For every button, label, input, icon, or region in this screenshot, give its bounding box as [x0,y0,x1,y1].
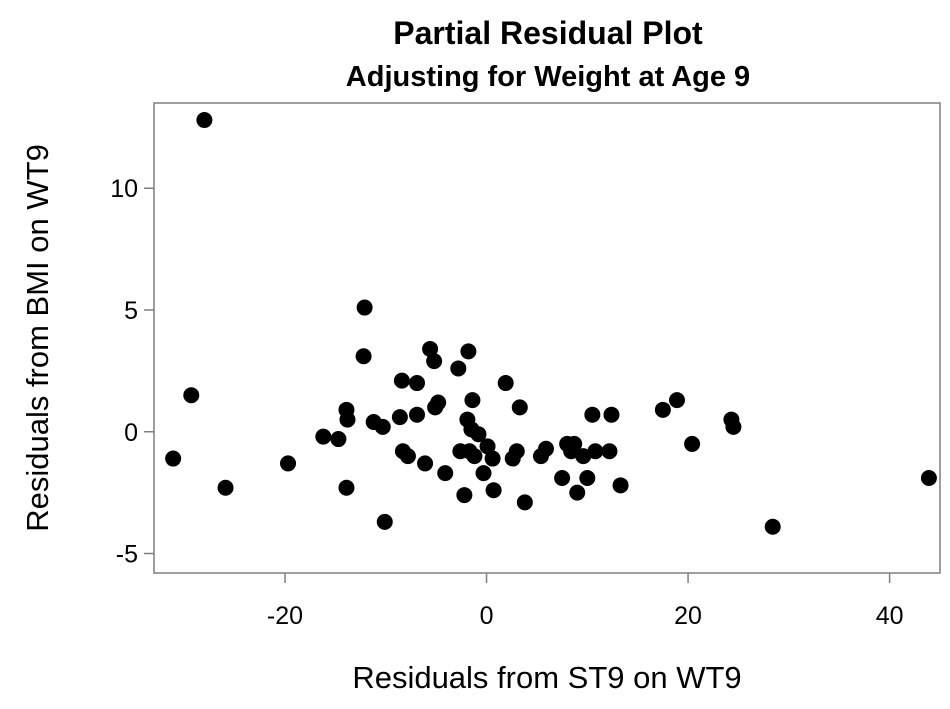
x-tick-label: 40 [876,602,904,630]
scatter-point [612,477,629,494]
y-axis-label: Residuals from BMI on WT9 [20,144,55,532]
scatter-point [399,448,416,465]
chart-subtitle: Adjusting for Weight at Age 9 [346,61,750,93]
scatter-point [437,465,454,482]
scatter-point [450,360,467,377]
scatter-point [508,443,525,460]
x-axis-ticks: -20 0 20 40 [267,573,904,630]
scatter-point [417,455,434,472]
y-tick-label: 0 [124,419,138,447]
x-axis-label: Residuals from ST9 on WT9 [352,660,741,695]
scatter-point [497,375,514,392]
scatter-point [422,340,439,357]
scatter-point [603,406,620,423]
scatter-point [684,435,701,452]
scatter-point [339,411,356,428]
y-tick-label: -5 [116,541,138,569]
scatter-point [464,392,481,409]
scatter-point [376,513,393,530]
scatter-point [569,484,586,501]
scatter-point [426,353,443,370]
scatter-point [391,409,408,426]
scatter-point [456,487,473,504]
scatter-point [537,440,554,457]
scatter-point [584,406,601,423]
scatter-point [165,450,182,467]
scatter-point [356,299,373,316]
scatter-point [654,401,671,418]
scatter-point [516,494,533,511]
scatter-point [485,482,502,499]
scatter-point [575,448,592,465]
scatter-point [470,426,487,443]
scatter-point [920,470,937,487]
scatter-point [764,518,781,535]
scatter-point [374,418,391,435]
scatter-point [479,438,496,455]
scatter-point [554,470,571,487]
y-tick-label: 10 [110,175,138,203]
scatter-point [330,431,347,448]
scatter-point [484,450,501,467]
scatter-point [393,372,410,389]
scatter-point [460,343,477,360]
x-tick-label: 20 [674,602,702,630]
y-tick-label: 5 [124,297,138,325]
scatter-point [338,479,355,496]
scatter-point [409,406,426,423]
chart-title: Partial Residual Plot [393,15,703,51]
scatter-point [466,448,483,465]
scatter-point [280,455,297,472]
scatter-point [579,470,596,487]
scatter-point [196,112,213,129]
scatter-point [511,399,528,416]
scatter-point [475,465,492,482]
scatter-point [183,387,200,404]
scatter-point [217,479,234,496]
scatter-point [409,375,426,392]
x-tick-label: -20 [267,602,303,630]
y-axis-ticks: -5 0 5 10 [110,175,154,569]
scatter-point [315,428,332,445]
scatter-point [430,394,447,411]
scatter-point [601,443,618,460]
scatter-point [668,392,685,409]
x-tick-label: 0 [480,602,494,630]
scatter-point [725,418,742,435]
plot-frame [153,102,941,574]
scatter-point [587,443,604,460]
scatter-point [355,348,372,365]
scatter-point [566,435,583,452]
scatter-points [165,112,937,535]
